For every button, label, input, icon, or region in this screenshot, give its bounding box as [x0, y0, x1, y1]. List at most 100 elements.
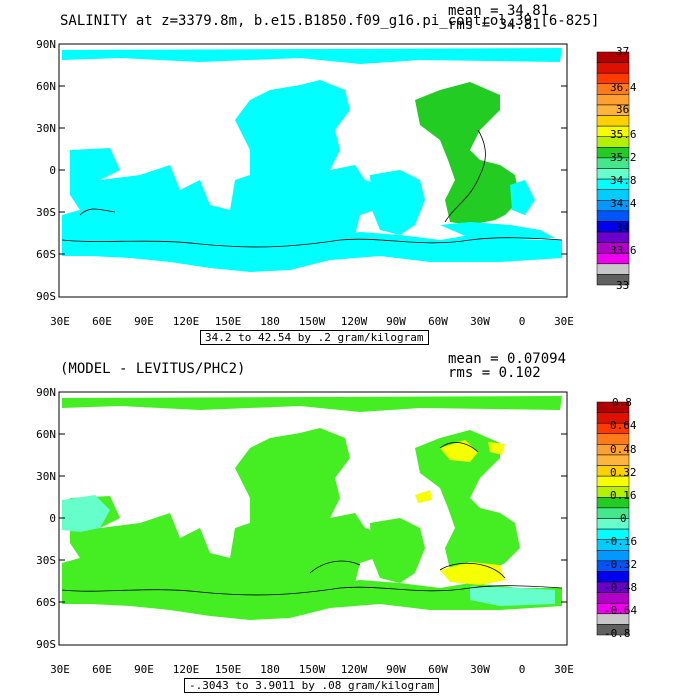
panel1-contour-south — [61, 237, 563, 248]
panel1-xlabel: 90W — [386, 315, 406, 328]
panel1-ylabel: 30S — [36, 206, 56, 219]
colorbar-swatch — [596, 592, 630, 604]
colorbar-swatch — [596, 263, 630, 275]
panel2-range-box: -.3043 to 3.9011 by .08 gram/kilogram — [184, 678, 440, 693]
panel2-ylabel: 90N — [36, 386, 56, 399]
panel2-xlabel: 150W — [298, 663, 326, 676]
panel1-map — [58, 43, 568, 298]
panel2-ylabel: 0 — [49, 512, 56, 525]
panel1-xlabel: 0 — [518, 315, 526, 328]
panel2-colorbar-label: 0.32 — [610, 466, 637, 479]
colorbar-swatch — [596, 62, 630, 74]
panel2-east-pacific — [370, 518, 425, 583]
panel2-ylabel: 60S — [36, 596, 56, 609]
panel2-colorbar-label: -0.16 — [604, 535, 638, 548]
panel1-contour-atlantic — [444, 129, 486, 223]
panel1-xlabel: 150W — [298, 315, 326, 328]
panel1-ylabel: 0 — [49, 164, 56, 177]
panel2-contour-north — [439, 442, 479, 453]
panel2-ylabel: 90S — [36, 638, 56, 651]
panel2-rms: rms = 0.102 — [448, 365, 541, 381]
panel2-contour-yellow — [439, 562, 506, 579]
panel2-colorbar-label: -0.32 — [604, 558, 638, 571]
panel2-xlabel: 90E — [134, 663, 154, 676]
panel1-atlantic — [415, 82, 520, 225]
panel2-ticks — [59, 433, 567, 603]
panel1-colorbar-label: 33.6 — [610, 244, 637, 257]
panel1-xlabel: 30E — [554, 315, 574, 328]
panel2-atlantic — [415, 430, 520, 573]
colorbar-swatch — [596, 454, 630, 466]
panel1-range-box: 34.2 to 42.54 by .2 gram/kilogram — [200, 330, 429, 345]
panel1-xlabel: 30E — [50, 315, 70, 328]
panel1-rms: rms = 34.81 — [448, 17, 541, 33]
panel2-contour-south — [61, 585, 563, 596]
panel1-mean: mean = 34.81 — [448, 3, 550, 19]
panel2-ylabel: 30S — [36, 554, 56, 567]
panel2-antarctica-band — [62, 396, 562, 412]
panel2-colorbar-label: -0.48 — [604, 581, 638, 594]
panel2-colorbar-label: -0.8 — [604, 627, 631, 640]
panel2-yellow-ne — [488, 442, 505, 455]
panel1-colorbar-label: 34.4 — [610, 197, 637, 210]
panel1-antarctica-band — [62, 48, 562, 64]
panel2-xlabel: 30W — [470, 663, 490, 676]
panel2-colorbar — [596, 401, 630, 636]
panel2-ylabel: 30N — [36, 470, 56, 483]
panel1-xlabel: 150E — [214, 315, 242, 328]
panel2-southern-ocean — [62, 578, 562, 620]
panel1-southern-ocean — [62, 230, 562, 272]
panel2-xlabel: 30E — [554, 663, 574, 676]
panel2-west-cyan — [62, 495, 110, 532]
panel1-ylabel: 90N — [36, 38, 56, 51]
panel2-yellow-south — [440, 562, 505, 585]
panel1-colorbar-label: 36.4 — [610, 81, 637, 94]
panel1-colorbar-label: 34.8 — [610, 174, 637, 187]
panel2-colorbar-label: 0.48 — [610, 443, 637, 456]
panel1-colorbar-label: 34 — [616, 221, 630, 234]
panel1-ylabel: 60S — [36, 248, 56, 261]
colorbar-swatch — [596, 624, 630, 636]
panel1-colorbar-label: 35.6 — [610, 128, 637, 141]
panel1-ticks — [59, 43, 567, 255]
panel2-colorbar-label: 0.64 — [610, 419, 637, 432]
panel2-xlabel: 150E — [214, 663, 242, 676]
panel2-colorbar-label: -0.64 — [604, 604, 638, 617]
panel2-xlabel: 30E — [50, 663, 70, 676]
panel2-contour-pacific — [309, 560, 361, 574]
panel2-xlabel: 60E — [92, 663, 112, 676]
panel2-xlabel: 90W — [386, 663, 406, 676]
panel2-xlabel: 60W — [428, 663, 448, 676]
panel1-title: SALINITY at z=3379.8m, b.e15.B1850.f09_g… — [60, 13, 600, 29]
panel1-colorbar-label: 36 — [616, 103, 630, 116]
panel1-ylabel: 60N — [36, 80, 56, 93]
panel1-xlabel: 30W — [470, 315, 490, 328]
panel2-map — [58, 391, 568, 646]
panel2-xlabel: 120E — [172, 663, 200, 676]
colorbar-swatch — [596, 274, 630, 286]
panel2-xlabel: 120W — [340, 663, 368, 676]
panel1-colorbar — [596, 51, 630, 286]
panel1-contour-west — [79, 208, 116, 216]
panel2-xlabel: 180 — [260, 663, 280, 676]
panel1-xlabel: 120W — [340, 315, 368, 328]
panel1-colorbar-label: 37 — [616, 45, 630, 58]
panel1-xlabel: 120E — [172, 315, 200, 328]
panel1-atlantic-east — [510, 180, 535, 215]
panel2-title: (MODEL - LEVITUS/PHC2) — [60, 361, 246, 377]
panel2-colorbar-label: 0 — [620, 512, 627, 525]
panel2-colorbar-label: 0.8 — [612, 396, 632, 409]
panel2-yellow-mid — [415, 490, 432, 503]
panel2-ylabel: 60N — [36, 428, 56, 441]
panel1-indian-ocean — [62, 80, 380, 255]
panel1-xlabel: 90E — [134, 315, 154, 328]
panel1-colorbar-label: 35.2 — [610, 151, 637, 164]
panel2-indian-ocean — [62, 428, 380, 603]
panel2-xlabel: 0 — [518, 663, 526, 676]
panel1-xlabel: 60E — [92, 315, 112, 328]
panel2-colorbar-label: 0.16 — [610, 489, 637, 502]
panel1-ylabel: 90S — [36, 290, 56, 303]
panel2-south-band-blue — [470, 586, 555, 606]
panel1-ylabel: 30N — [36, 122, 56, 135]
